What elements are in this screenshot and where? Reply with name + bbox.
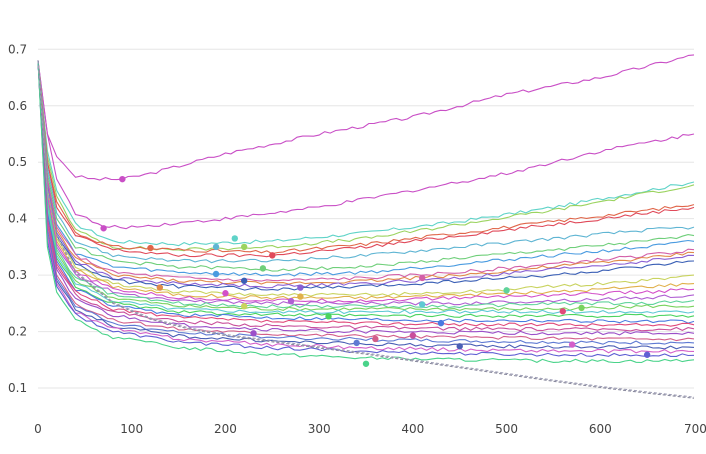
series-marker[interactable] — [269, 252, 276, 259]
series-line — [37, 60, 695, 264]
series-marker[interactable] — [419, 301, 426, 308]
series-line — [37, 60, 695, 332]
y-tick-label: 0.1 — [8, 381, 27, 395]
series-line — [37, 60, 695, 318]
series-marker[interactable] — [353, 339, 360, 347]
series-line — [37, 60, 695, 336]
series-line — [37, 60, 695, 354]
series-marker[interactable] — [325, 313, 332, 320]
x-tick-label: 700 — [684, 422, 706, 436]
x-tick-label: 500 — [495, 422, 518, 436]
series-marker[interactable] — [643, 351, 651, 358]
series-marker[interactable] — [456, 343, 463, 350]
series-line — [37, 60, 695, 277]
series-marker[interactable] — [419, 274, 426, 282]
series-marker[interactable] — [362, 360, 370, 367]
series-line — [37, 60, 695, 303]
series-marker[interactable] — [240, 243, 248, 251]
x-tick-label: 600 — [589, 422, 612, 436]
series-line — [37, 60, 695, 230]
series-marker[interactable] — [156, 284, 164, 291]
series-marker[interactable] — [222, 290, 229, 297]
series-line — [37, 60, 695, 357]
series-marker[interactable] — [212, 243, 220, 251]
series-marker[interactable] — [437, 319, 445, 327]
series-line — [37, 60, 695, 297]
y-tick-label: 0.3 — [8, 268, 27, 282]
series-marker[interactable] — [578, 304, 585, 312]
series-lines — [37, 54, 695, 399]
series-line — [37, 60, 695, 327]
series-line — [37, 60, 695, 285]
series-marker[interactable] — [409, 332, 417, 339]
series-marker[interactable] — [250, 330, 257, 337]
series-line — [37, 60, 695, 255]
axis-tick-labels: 0.1 0.2 0.3 0.4 0.5 0.6 0.7 0 100 200 300 400 500 600… — [8, 42, 706, 436]
x-tick-label: 300 — [308, 422, 331, 436]
series-line — [37, 60, 695, 398]
series-line — [37, 60, 695, 247]
series-marker[interactable] — [147, 244, 154, 252]
series-line — [37, 60, 695, 300]
series-line — [37, 60, 695, 258]
series-marker[interactable] — [240, 302, 248, 310]
series-markers — [100, 175, 651, 367]
series-marker[interactable] — [119, 175, 126, 183]
series-marker[interactable] — [212, 270, 220, 278]
series-marker[interactable] — [559, 308, 566, 315]
x-tick-label: 200 — [214, 422, 237, 436]
series-line — [37, 60, 695, 399]
series-line — [37, 60, 695, 350]
series-line — [37, 60, 695, 309]
y-tick-label: 0.5 — [8, 155, 27, 169]
series-line — [37, 60, 695, 291]
series-line — [37, 60, 695, 324]
x-tick-label: 100 — [120, 422, 143, 436]
series-marker[interactable] — [287, 297, 295, 305]
x-tick-label: 400 — [401, 422, 424, 436]
series-marker[interactable] — [297, 284, 304, 291]
series-line — [37, 54, 695, 181]
series-line — [37, 60, 695, 342]
series-marker[interactable] — [372, 335, 379, 343]
series-marker[interactable] — [231, 235, 238, 242]
series-marker[interactable] — [503, 287, 510, 294]
series-marker[interactable] — [297, 293, 304, 300]
series-line — [37, 60, 695, 312]
series-line — [37, 60, 695, 315]
series-line — [37, 60, 695, 282]
x-tick-label: 0 — [34, 422, 42, 436]
series-marker[interactable] — [240, 277, 248, 284]
series-line — [37, 60, 695, 364]
series-line — [37, 60, 695, 252]
series-line — [37, 60, 695, 289]
y-tick-label: 0.7 — [8, 42, 27, 56]
series-line — [37, 60, 695, 345]
series-marker[interactable] — [259, 265, 267, 272]
y-tick-label: 0.6 — [8, 99, 27, 113]
y-tick-label: 0.4 — [8, 212, 27, 226]
series-line — [37, 60, 695, 272]
series-marker[interactable] — [568, 341, 576, 348]
y-tick-label: 0.2 — [8, 325, 27, 339]
series-marker[interactable] — [100, 225, 107, 232]
